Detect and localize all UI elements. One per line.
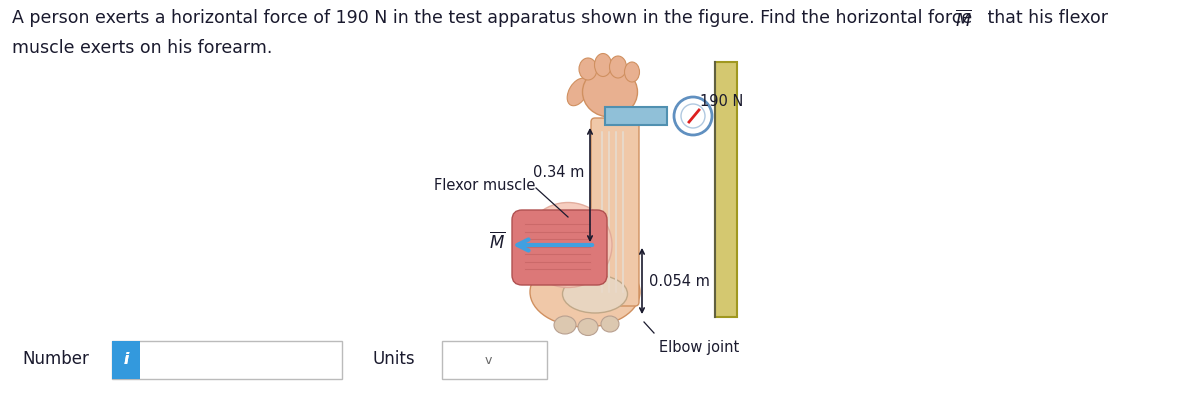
Ellipse shape [563, 275, 628, 313]
Point [518, 267, 533, 272]
Text: $\overline{M}$: $\overline{M}$ [955, 9, 972, 30]
Ellipse shape [578, 318, 598, 335]
Bar [442, 341, 547, 379]
Text: v: v [485, 355, 492, 368]
Point [583, 252, 598, 256]
Point [518, 252, 533, 256]
Ellipse shape [524, 202, 612, 287]
Point [595, 290, 610, 295]
Ellipse shape [580, 58, 598, 80]
Text: 190 N: 190 N [700, 94, 743, 110]
Ellipse shape [530, 257, 640, 327]
Text: Number: Number [22, 350, 89, 368]
Point [518, 259, 533, 264]
Ellipse shape [624, 62, 640, 82]
Bar [112, 341, 140, 379]
Bar [605, 107, 667, 125]
Point [608, 290, 623, 295]
Bar [112, 341, 342, 379]
Text: Flexor muscle: Flexor muscle [433, 177, 535, 193]
Point [608, 129, 623, 134]
Text: Units: Units [372, 350, 415, 368]
Text: that his flexor: that his flexor [982, 9, 1108, 27]
Ellipse shape [582, 67, 637, 117]
Circle shape [674, 97, 712, 135]
Point [595, 129, 610, 134]
Point [518, 237, 533, 241]
Bar [112, 341, 140, 379]
Ellipse shape [610, 56, 626, 78]
Point [583, 229, 598, 234]
Text: i: i [124, 353, 128, 368]
Point [708, 314, 722, 319]
Point [602, 129, 617, 134]
Text: 0.054 m: 0.054 m [649, 274, 710, 289]
FancyBboxPatch shape [592, 118, 640, 306]
Point [583, 222, 598, 226]
Bar [715, 62, 737, 317]
Text: Elbow joint: Elbow joint [659, 340, 739, 355]
Ellipse shape [568, 78, 589, 106]
Point [583, 244, 598, 249]
Point [583, 237, 598, 241]
Text: i: i [124, 353, 128, 368]
Point [708, 60, 722, 64]
Ellipse shape [594, 54, 612, 77]
FancyBboxPatch shape [512, 210, 607, 285]
Text: A person exerts a horizontal force of 190 N in the test apparatus shown in the f: A person exerts a horizontal force of 19… [12, 9, 978, 27]
Ellipse shape [554, 316, 576, 334]
Point [616, 290, 630, 295]
Text: $\overline{M}$: $\overline{M}$ [488, 231, 505, 252]
Point [583, 259, 598, 264]
Circle shape [682, 104, 706, 128]
Point [518, 229, 533, 234]
Ellipse shape [601, 316, 619, 332]
Text: 0.34 m: 0.34 m [533, 165, 584, 180]
Point [583, 267, 598, 272]
Text: muscle exerts on his forearm.: muscle exerts on his forearm. [12, 39, 272, 57]
Point [518, 244, 533, 249]
Point [616, 129, 630, 134]
Point [518, 222, 533, 226]
Point [602, 290, 617, 295]
